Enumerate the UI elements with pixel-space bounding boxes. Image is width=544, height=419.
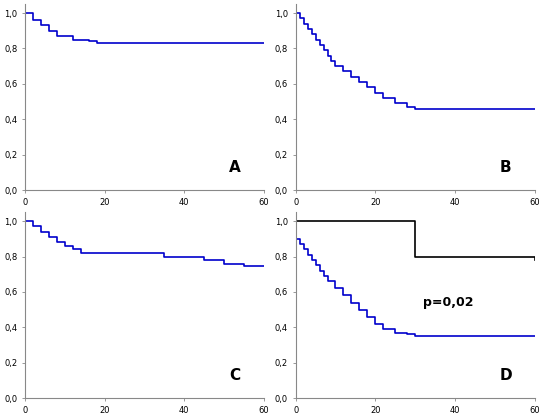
Text: C: C xyxy=(230,368,241,383)
Text: A: A xyxy=(230,160,241,175)
Text: D: D xyxy=(499,368,512,383)
Text: p=0,02: p=0,02 xyxy=(423,296,474,309)
Text: B: B xyxy=(500,160,512,175)
